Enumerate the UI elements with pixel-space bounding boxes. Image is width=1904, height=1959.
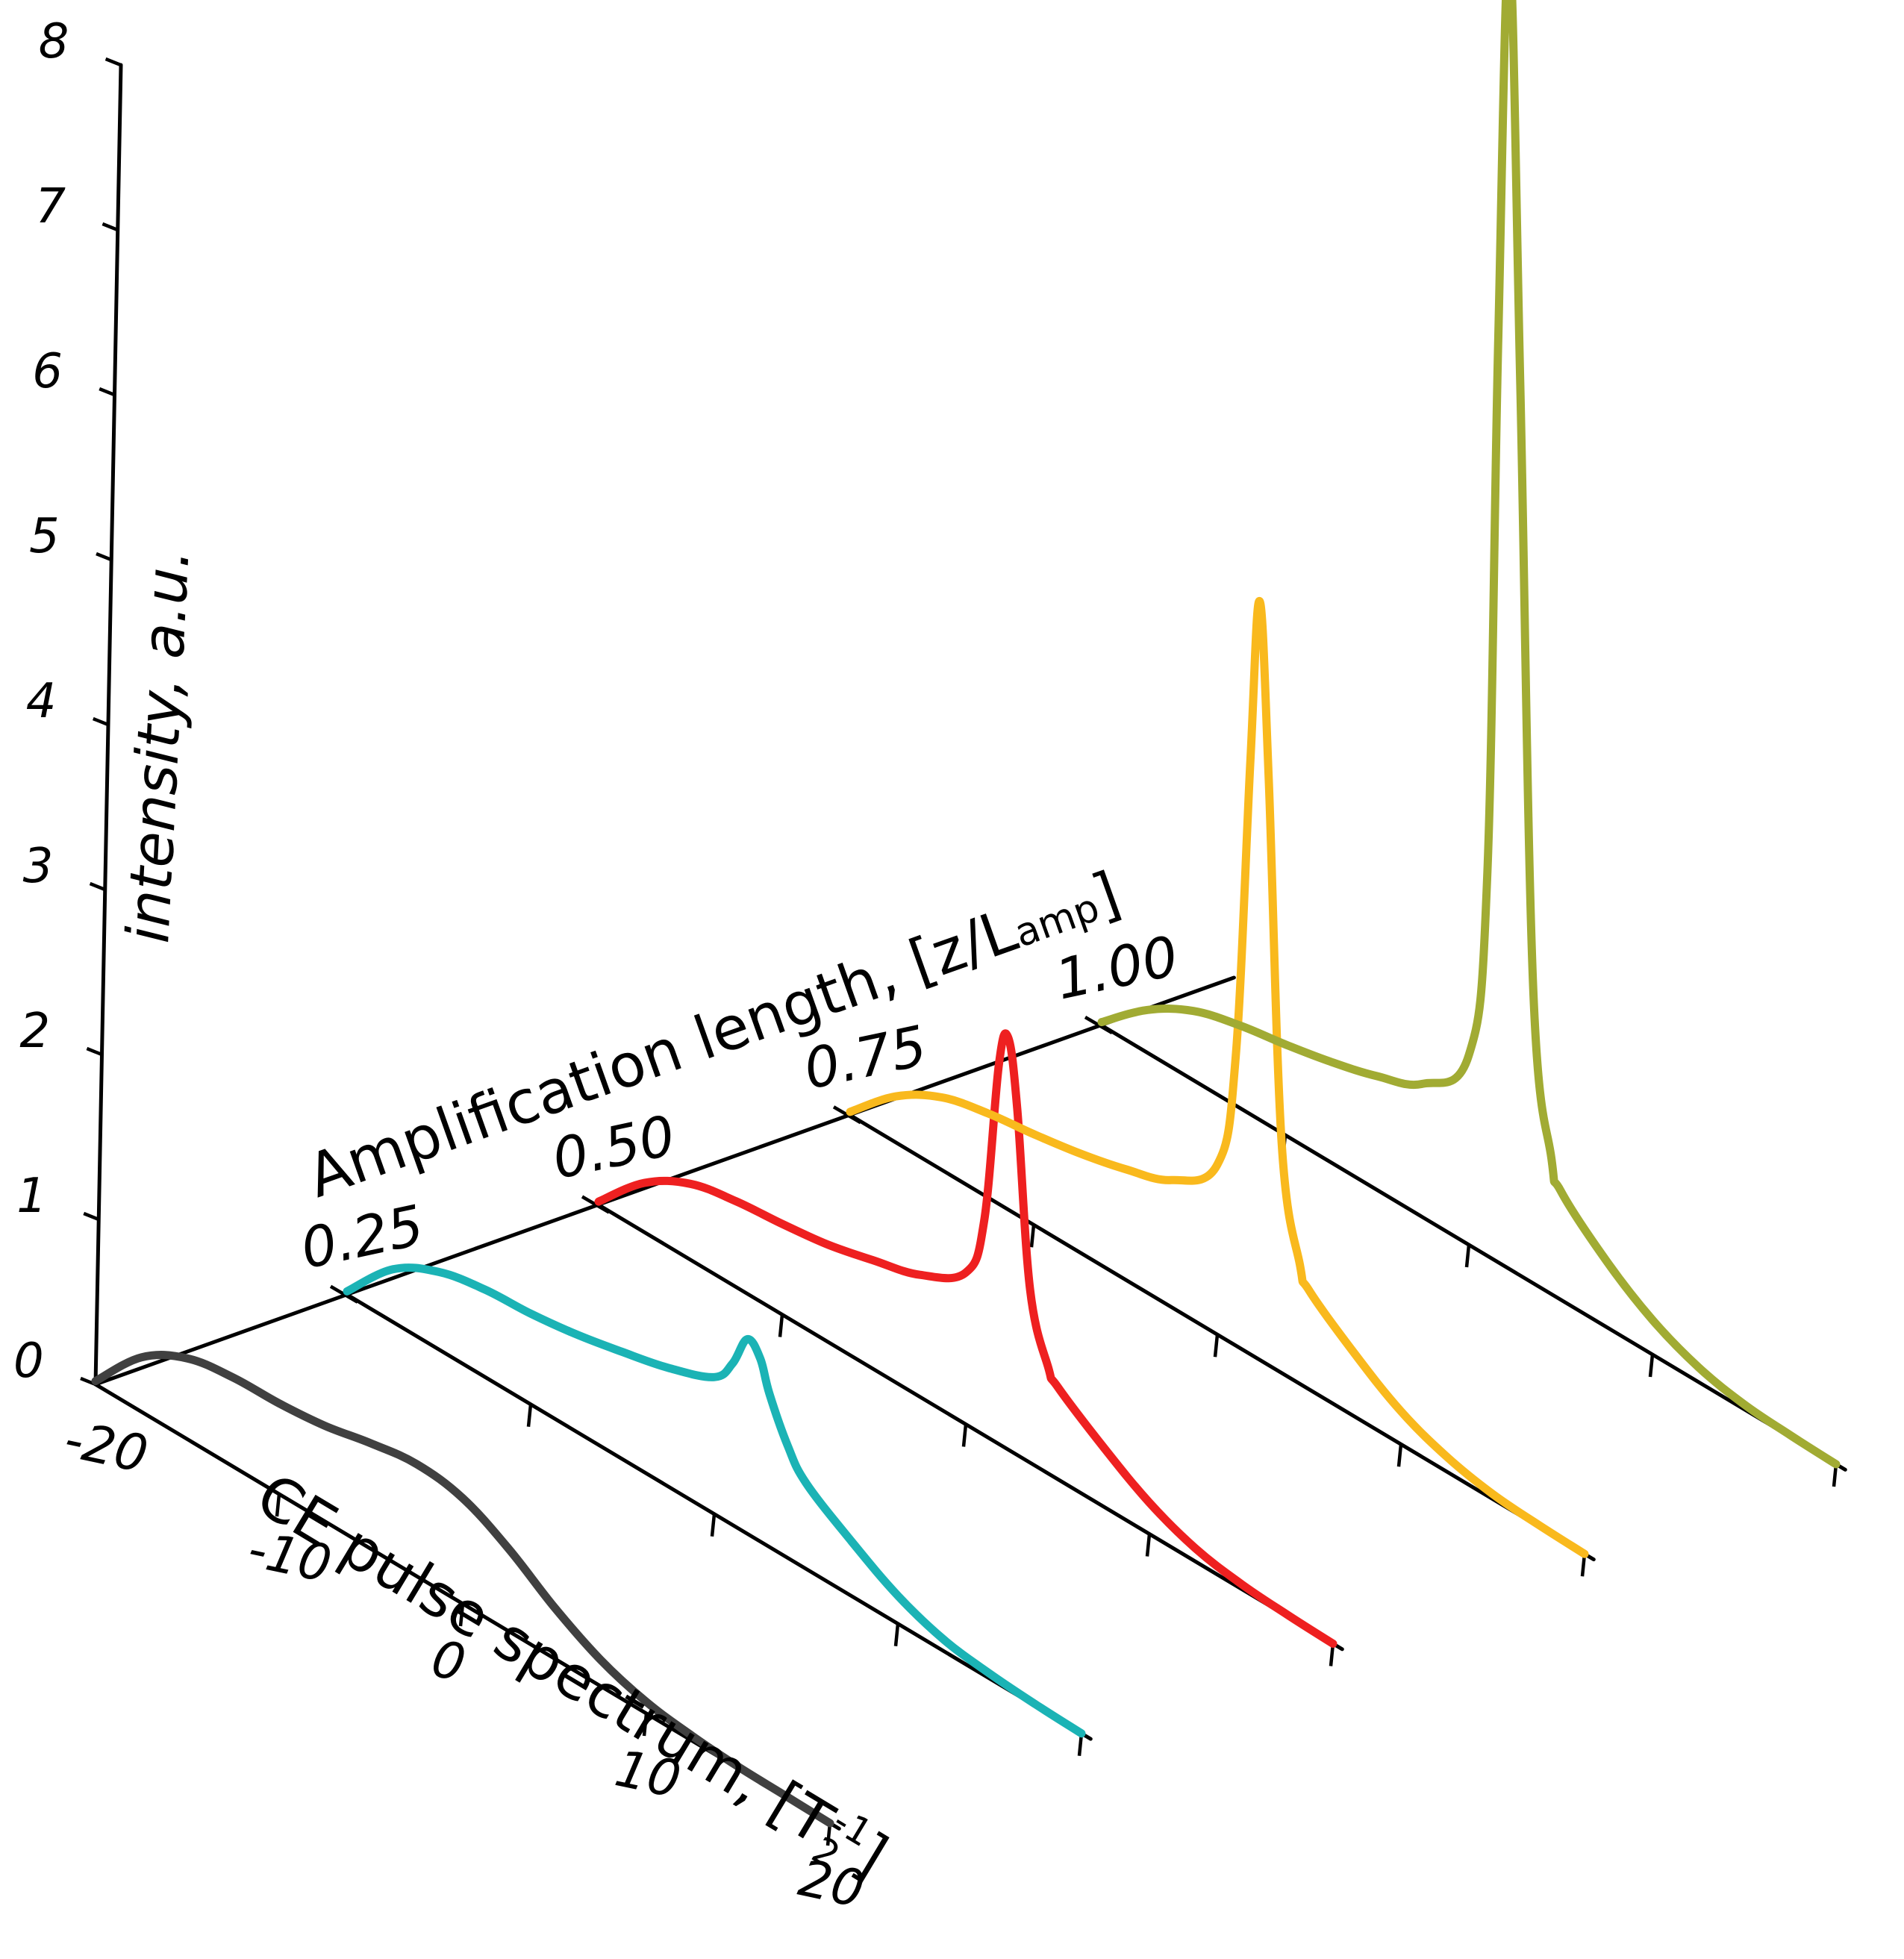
- x-tick-mark: [778, 1314, 784, 1337]
- y-axis-title: intensity, a.u.: [115, 547, 203, 945]
- y-tick-mark: [83, 1211, 100, 1222]
- x-tick-label: 20: [793, 1849, 869, 1919]
- y-tick-mark: [104, 57, 122, 67]
- y-tick-mark: [92, 716, 109, 727]
- x-axis-line-4: [1099, 1023, 1847, 1472]
- x-tick-mark: [1648, 1354, 1655, 1378]
- x-tick-mark: [1145, 1534, 1152, 1557]
- x-tick-mark: [526, 1404, 533, 1427]
- x-tick-mark: [1213, 1334, 1220, 1357]
- x-tick-label: 10: [610, 1739, 685, 1810]
- y-tick-label: 0: [13, 1334, 44, 1389]
- series-line-4: [1097, 0, 1841, 1469]
- y-tick-label: 3: [23, 839, 54, 894]
- x-axis-line-1: [345, 1293, 1093, 1741]
- y-tick-label: 1: [16, 1169, 47, 1224]
- x-tick-label: -20: [59, 1410, 152, 1484]
- x-tick-mark: [275, 1493, 281, 1517]
- series-line-1: [343, 1263, 1086, 1738]
- series-line-2: [594, 1029, 1338, 1648]
- y-axis-line: [93, 63, 123, 1387]
- y-tick-label: 2: [19, 1004, 50, 1059]
- x-axis-line-2: [596, 1203, 1344, 1652]
- x-axis-title: CE pulse spectrum, [T2-1]: [241, 1459, 900, 1899]
- y-tick-mark: [99, 387, 116, 397]
- x-tick-mark: [642, 1713, 649, 1737]
- y-tick-mark: [86, 1046, 103, 1057]
- axes-layer: [80, 57, 1847, 1846]
- x-tick-mark: [1464, 1244, 1471, 1268]
- series-line-0: [91, 1351, 834, 1828]
- y-tick-label: 6: [32, 344, 63, 399]
- x-tick-mark: [893, 1623, 900, 1646]
- y-tick-label: 7: [35, 179, 66, 234]
- series-2: [594, 1029, 1338, 1648]
- y-tick-mark: [102, 222, 119, 232]
- x-tick-mark: [1396, 1444, 1403, 1467]
- x-axis-title-main: CE pulse spectrum, [T: [245, 1460, 845, 1859]
- x-tick-mark: [710, 1513, 717, 1537]
- x-axis-line-3: [848, 1113, 1596, 1562]
- x-tick-mark: [458, 1603, 465, 1627]
- y-tick-label: 4: [26, 674, 57, 729]
- y-tick-mark: [89, 881, 106, 892]
- curves-layer: [91, 0, 1841, 1828]
- series-0: [91, 1351, 834, 1828]
- series-4: [1097, 0, 1841, 1469]
- series-line-3: [846, 596, 1589, 1558]
- y-tick-label: 8: [39, 14, 69, 69]
- y-tick-label: 5: [29, 509, 60, 564]
- y-tick-mark: [96, 552, 112, 562]
- series-3: [846, 596, 1589, 1558]
- x-tick-mark: [961, 1424, 968, 1447]
- x-tick-mark: [1029, 1225, 1036, 1248]
- series-1: [343, 1263, 1086, 1738]
